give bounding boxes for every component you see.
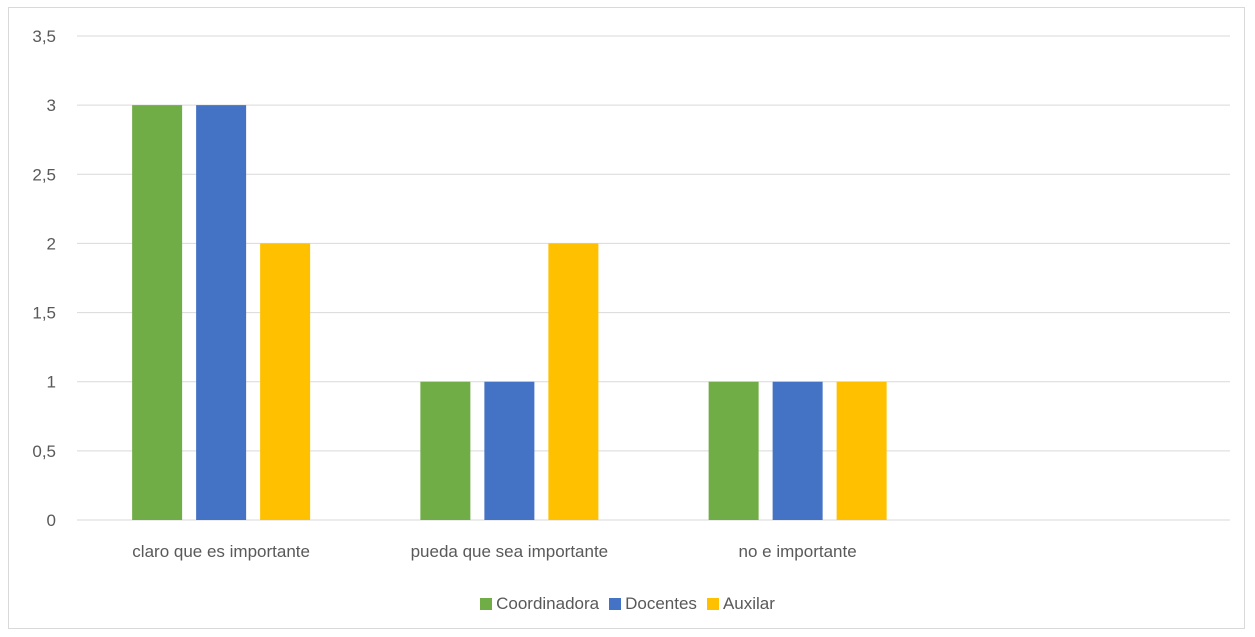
x-axis-labels: claro que es importante pueda que sea imp… (132, 542, 856, 561)
x-category-label: no e importante (739, 542, 857, 561)
y-tick-label: 3,5 (32, 27, 56, 46)
y-tick-label: 0,5 (32, 442, 56, 461)
legend-swatch (609, 598, 622, 610)
legend: Coordinadora Docentes Auxilar (0, 594, 1255, 614)
y-tick-label: 0 (47, 511, 56, 530)
legend-swatch (706, 598, 719, 610)
legend-item: Docentes (609, 594, 697, 614)
bar-coordinadora (132, 105, 183, 521)
bar-docentes (772, 381, 823, 520)
y-tick-label: 3 (47, 96, 56, 115)
legend-item: Coordinadora (480, 594, 599, 614)
x-category-label: pueda que sea importante (411, 542, 609, 561)
legend-label: Auxilar (722, 594, 775, 613)
bar-coordinadora (420, 381, 471, 520)
x-category-label: claro que es importante (132, 542, 310, 561)
legend-swatch (480, 598, 493, 610)
y-axis-ticks: 0 0,5 1 1,5 2 2,5 3 3,5 (32, 27, 56, 530)
y-tick-label: 2 (47, 234, 56, 253)
bar-auxilar (548, 243, 599, 520)
y-tick-label: 2,5 (32, 165, 56, 184)
y-tick-label: 1,5 (32, 304, 56, 323)
y-tick-label: 1 (47, 373, 56, 392)
bar-docentes (196, 105, 247, 521)
bar-auxilar (836, 381, 887, 520)
bar-auxilar (260, 243, 311, 520)
legend-item: Auxilar (706, 594, 775, 614)
legend-label: Docentes (625, 594, 697, 613)
bars (132, 105, 887, 521)
bar-docentes (484, 381, 535, 520)
bar-coordinadora (708, 381, 759, 520)
legend-label: Coordinadora (496, 594, 600, 613)
gridlines (77, 35, 1230, 521)
